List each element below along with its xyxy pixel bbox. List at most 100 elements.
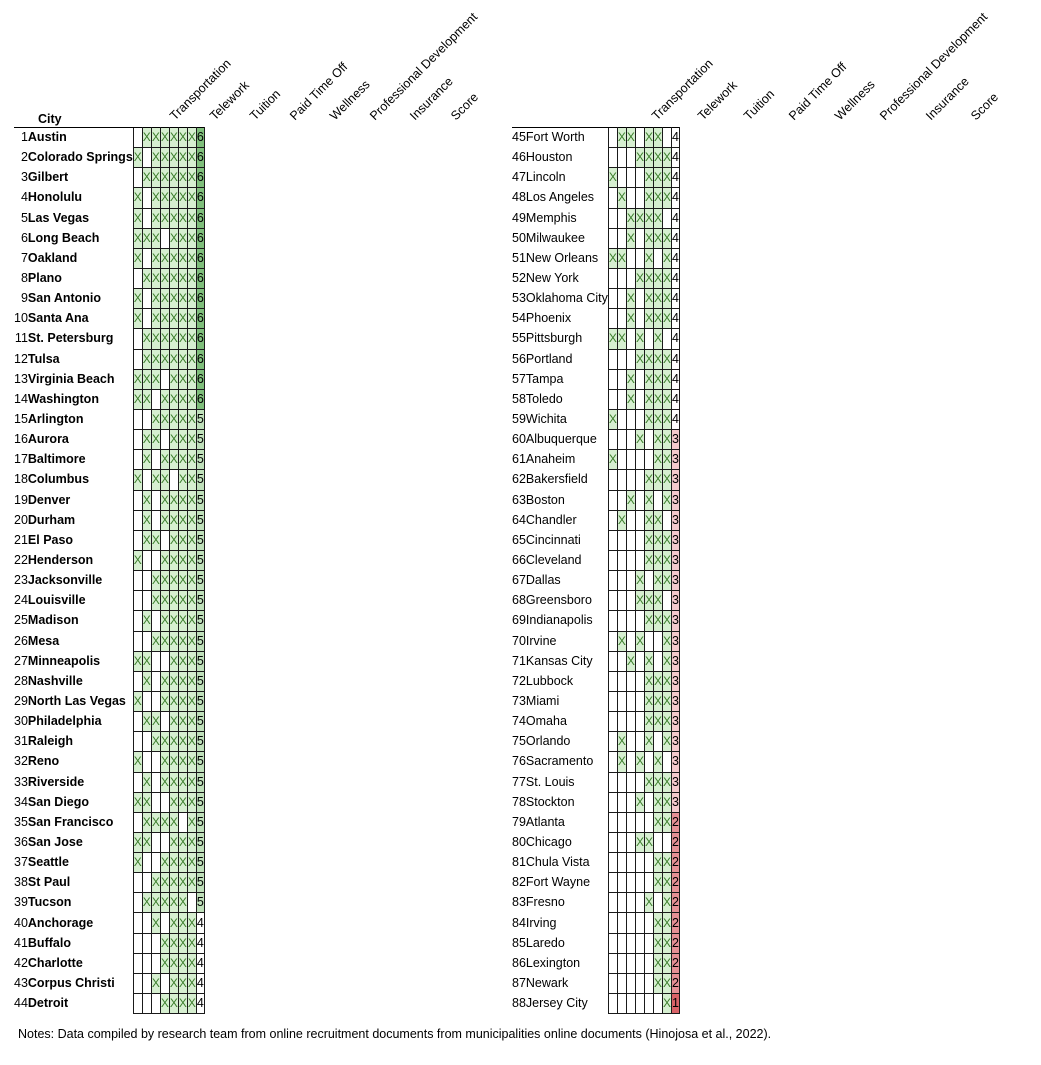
benefit-cell	[652, 892, 663, 914]
score-cell: 5	[195, 610, 205, 632]
table-row: 77 St. Louis X X X 3	[512, 771, 680, 793]
benefit-cell	[607, 187, 618, 209]
city-name: Fresno	[525, 895, 565, 910]
benefit-cell: X	[652, 549, 663, 572]
benefit-cell	[634, 288, 645, 310]
benefit-cell: X	[168, 831, 179, 854]
benefit-cell: X	[652, 126, 663, 149]
benefit-cell: X	[661, 892, 673, 914]
benefit-cell	[141, 247, 152, 269]
benefit-cell: X	[168, 308, 179, 330]
benefit-cell: X	[661, 449, 673, 471]
benefit-cell: X	[141, 328, 152, 350]
city-name: San Antonio	[27, 291, 102, 306]
city-name: Cleveland	[525, 553, 582, 568]
benefit-cell	[616, 469, 627, 491]
benefit-cell	[141, 912, 152, 934]
benefit-cell	[132, 509, 143, 531]
benefit-cell	[607, 892, 618, 914]
score-cell: 5	[195, 489, 205, 511]
score-cell: 4	[671, 187, 680, 209]
benefit-cell	[132, 610, 143, 632]
benefit-cell	[132, 126, 143, 149]
table-row: 40 Anchorage X X X X 4	[14, 912, 205, 934]
benefit-cell: X	[168, 288, 179, 310]
city-name: Fort Worth	[525, 126, 609, 148]
benefit-cell: X	[177, 993, 188, 1015]
benefit-cell	[150, 751, 161, 773]
city-name: Houston	[525, 150, 573, 165]
benefit-cell: X	[616, 187, 627, 209]
benefit-cell: X	[643, 469, 654, 491]
benefit-cell	[643, 751, 654, 773]
benefit-cell: X	[177, 187, 188, 209]
score-cell: 3	[671, 731, 680, 753]
benefit-cell: X	[661, 368, 673, 390]
benefit-cell	[625, 791, 636, 813]
benefit-cell: X	[177, 147, 188, 169]
benefit-cell: X	[159, 489, 170, 511]
benefit-cell	[625, 952, 636, 974]
benefit-cell: X	[168, 509, 179, 531]
benefit-cell: X	[186, 831, 197, 854]
city-name: Riverside	[27, 774, 85, 789]
table-row: 71 Kansas City X X X 3	[512, 650, 680, 672]
benefit-cell	[159, 368, 170, 390]
score-cell: 5	[195, 811, 205, 833]
benefit-cell: X	[159, 247, 170, 269]
benefit-cell: X	[159, 610, 170, 632]
rank-number: 55	[512, 331, 526, 346]
benefit-cell: X	[141, 388, 152, 410]
benefit-cell: X	[132, 751, 143, 773]
score-cell: 3	[671, 429, 680, 451]
benefit-cell: X	[643, 227, 654, 249]
benefit-cell: X	[186, 529, 197, 551]
benefit-cell: X	[159, 509, 170, 531]
benefit-cell	[643, 449, 654, 471]
benefit-cell: X	[159, 207, 170, 229]
benefit-cell	[607, 570, 618, 592]
score-cell: 2	[671, 972, 680, 995]
score-cell: 5	[195, 449, 205, 471]
benefit-cell	[634, 952, 645, 974]
city-name: Greensboro	[525, 593, 592, 608]
benefit-cell: X	[177, 489, 188, 511]
benefit-cell	[607, 993, 618, 1015]
benefit-cell: X	[661, 711, 673, 733]
city-name: Virginia Beach	[27, 371, 115, 386]
score-cell: 4	[671, 288, 680, 310]
benefit-cell	[132, 872, 143, 894]
score-cell: 6	[195, 328, 205, 350]
benefit-cell: X	[652, 711, 663, 733]
benefit-cell: X	[177, 952, 188, 974]
score-cell: 6	[195, 388, 205, 410]
benefit-cell: X	[643, 529, 654, 551]
score-cell: 3	[671, 449, 680, 471]
city-name: Bakersfield	[525, 472, 588, 487]
benefit-cell	[625, 932, 636, 954]
city-name: Tucson	[27, 895, 72, 910]
benefit-cell	[643, 630, 654, 652]
benefit-cell	[159, 529, 170, 551]
column-header-wellness: Wellness	[831, 77, 878, 123]
city-name: Lincoln	[525, 170, 566, 185]
table-row: 68 Greensboro X X X 3	[512, 590, 680, 612]
benefit-cell: X	[150, 408, 161, 431]
benefit-cell	[634, 932, 645, 954]
benefit-cell: X	[159, 147, 170, 169]
score-cell: 6	[195, 126, 205, 149]
table-row: 5 Las Vegas X X X X X X 6	[14, 207, 205, 229]
score-cell: 3	[671, 630, 680, 652]
city-name: Orlando	[525, 734, 571, 749]
score-cell: 1	[671, 993, 680, 1015]
benefit-cell: X	[186, 711, 197, 733]
benefit-cell	[607, 711, 618, 733]
benefit-cell	[625, 328, 636, 350]
benefit-cell: X	[150, 469, 161, 491]
table-row: 65 Cincinnati X X X 3	[512, 529, 680, 551]
benefit-cell: X	[643, 711, 654, 733]
benefit-cell	[625, 610, 636, 632]
benefit-cell: X	[141, 348, 152, 370]
benefit-cell: X	[177, 791, 188, 813]
benefit-cell: X	[150, 187, 161, 209]
